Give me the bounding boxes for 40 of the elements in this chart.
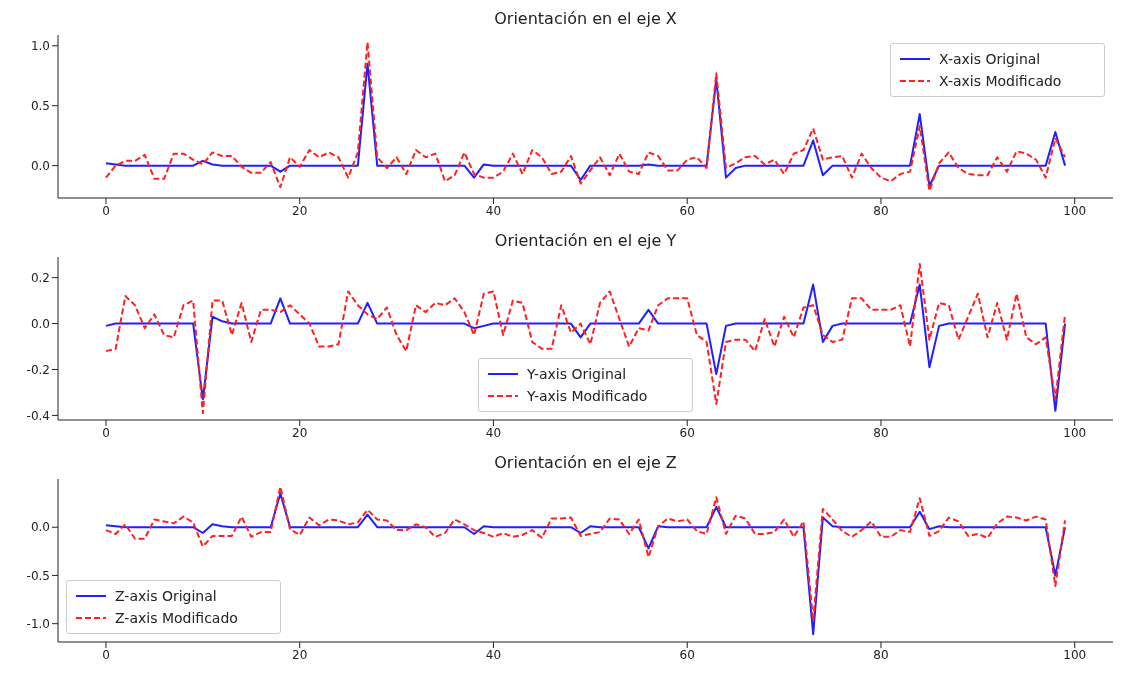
line-series bbox=[104, 262, 1067, 415]
x-tick-label: 60 bbox=[679, 647, 695, 662]
x-tick-label: 20 bbox=[292, 203, 308, 218]
x-tick-label: 0 bbox=[102, 647, 110, 662]
x-tick-label: 80 bbox=[873, 647, 889, 662]
line-series bbox=[104, 41, 1067, 192]
y-tick-label: -0.5 bbox=[26, 568, 50, 583]
x-tick-label: 100 bbox=[1063, 425, 1087, 440]
x-tick-label: 80 bbox=[873, 425, 889, 440]
y-tick-label: 1.0 bbox=[30, 39, 50, 54]
legend-label: X-axis Original bbox=[939, 51, 1041, 67]
y-tick-label: 0.0 bbox=[30, 520, 50, 535]
line-series bbox=[104, 283, 1067, 412]
x-tick-label: 0 bbox=[102, 425, 110, 440]
y-tick-label: -0.2 bbox=[26, 362, 50, 377]
x-tick-label: 100 bbox=[1063, 647, 1087, 662]
legend-label: Z-axis Modificado bbox=[115, 610, 238, 626]
x-tick-label: 80 bbox=[873, 203, 889, 218]
x-tick-label: 40 bbox=[485, 203, 502, 218]
x-tick-label: 100 bbox=[1063, 203, 1087, 218]
x-tick-label: 60 bbox=[679, 425, 695, 440]
x-tick-label: 20 bbox=[292, 647, 308, 662]
chart-title: Orientación en el eje X bbox=[493, 8, 678, 30]
y-tick-label: 0.2 bbox=[30, 270, 50, 285]
y-tick-label: 0.0 bbox=[30, 316, 50, 331]
y-tick-label: -0.4 bbox=[26, 408, 50, 423]
x-tick-label: 20 bbox=[292, 425, 308, 440]
legend-label: Y-axis Original bbox=[527, 366, 627, 382]
chart-title: Orientación en el eje Y bbox=[493, 230, 678, 252]
y-tick-label: -1.0 bbox=[26, 616, 50, 631]
y-tick-label: 0.0 bbox=[30, 158, 50, 173]
x-tick-label: 0 bbox=[102, 203, 110, 218]
x-tick-label: 60 bbox=[679, 203, 695, 218]
chart-title: Orientación en el eje Z bbox=[493, 452, 678, 474]
y-tick-label: 0.5 bbox=[30, 98, 50, 113]
x-tick-label: 40 bbox=[485, 647, 502, 662]
legend-label: X-axis Modificado bbox=[939, 73, 1062, 89]
x-tick-label: 40 bbox=[485, 425, 502, 440]
legend-label: Z-axis Original bbox=[115, 588, 217, 604]
legend-label: Y-axis Modificado bbox=[527, 388, 648, 404]
